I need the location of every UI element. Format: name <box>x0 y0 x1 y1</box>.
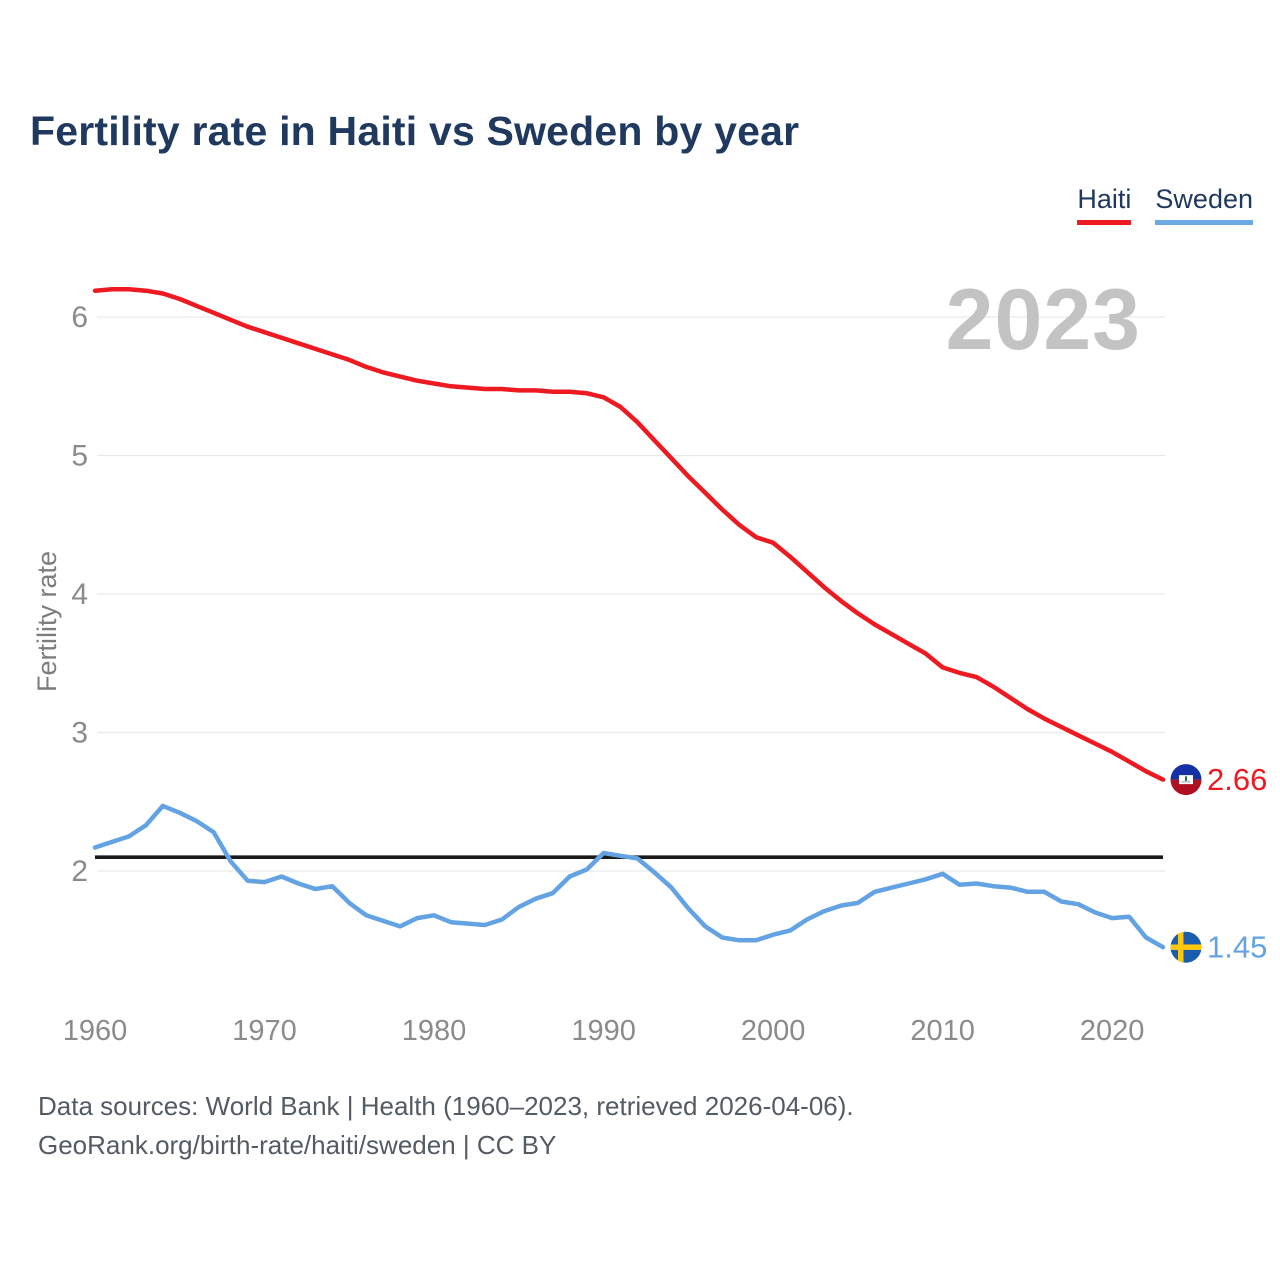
legend-item-sweden[interactable]: Sweden <box>1155 184 1253 225</box>
haiti-flag-icon <box>1170 764 1202 796</box>
sweden-flag-icon <box>1170 931 1202 963</box>
x-tick-label: 1980 <box>402 1015 467 1047</box>
x-axis-layer: 1960 1970 1980 1990 2000 2010 2020 <box>63 1015 1145 1047</box>
sweden-line[interactable] <box>92 803 1166 950</box>
grid-layer: 2 3 4 5 6 <box>71 301 1165 888</box>
chart-legend: Haiti Sweden <box>1077 184 1253 225</box>
sweden-value-label: 1.45 <box>1207 930 1267 965</box>
footer-sources-line: Data sources: World Bank | Health (1960–… <box>38 1091 854 1121</box>
y-tick-label: 2 <box>71 855 88 888</box>
watermark-year: 2023 <box>946 272 1141 368</box>
end-label-layer: 2.66 1.45 <box>1207 762 1267 965</box>
x-tick-label: 2020 <box>1080 1015 1145 1047</box>
y-tick-label: 3 <box>71 717 88 750</box>
haiti-line[interactable] <box>92 287 1166 782</box>
page-title: Fertility rate in Haiti vs Sweden by yea… <box>30 108 800 154</box>
x-tick-label: 2010 <box>910 1015 975 1047</box>
x-tick-label: 1990 <box>571 1015 636 1047</box>
footer-attribution-line: GeoRank.org/birth-rate/haiti/sweden | CC… <box>38 1130 557 1160</box>
haiti-value-label: 2.66 <box>1207 762 1267 797</box>
x-tick-label: 1970 <box>232 1015 297 1047</box>
y-tick-label: 4 <box>71 578 88 611</box>
y-axis-title: Fertility rate <box>32 551 62 692</box>
y-tick-label: 6 <box>71 301 88 334</box>
x-tick-label: 1960 <box>63 1015 128 1047</box>
footer: Data sources: World Bank | Health (1960–… <box>38 1087 854 1165</box>
y-tick-label: 5 <box>71 440 88 473</box>
legend-item-haiti[interactable]: Haiti <box>1077 184 1132 225</box>
series-layer <box>92 287 1166 950</box>
x-tick-label: 2000 <box>741 1015 806 1047</box>
